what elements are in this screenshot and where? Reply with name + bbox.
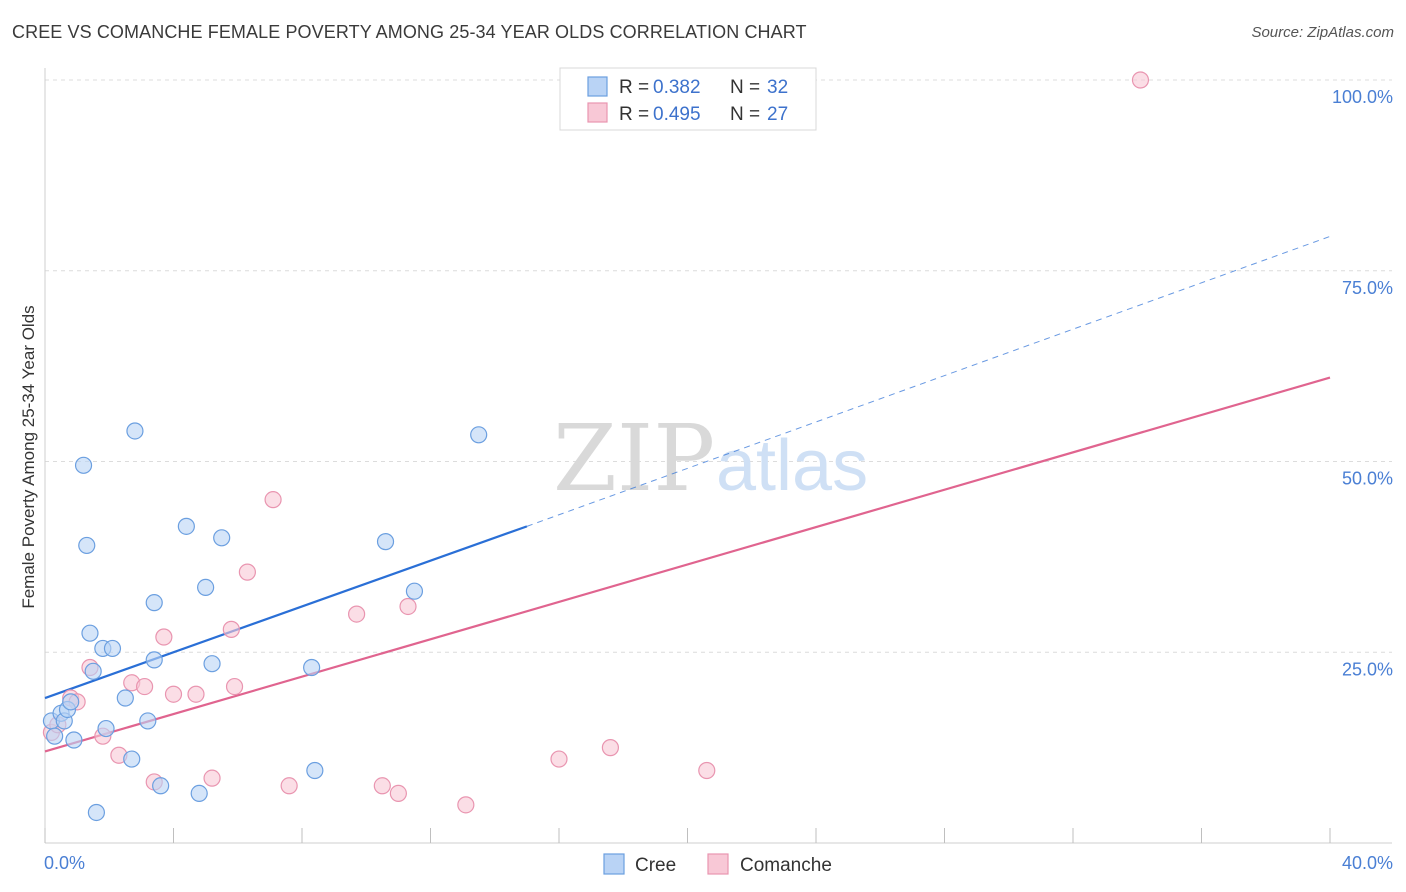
point-cree-15 [116,689,134,707]
data-points [42,71,1150,822]
point-comanche-12 [187,685,205,703]
bottom-legend-label-cree: Cree [635,855,676,876]
point-cree-26 [213,529,231,547]
y-tick-label-3: 25.0% [1342,659,1393,679]
legend-r-label-comanche: R = [619,104,649,125]
watermark-zip: ZIP [553,405,715,512]
bottom-legend-swatch-comanche [707,853,729,875]
x-tick-label-1: 40.0% [1342,853,1393,873]
legend-n-label-cree: N = [730,77,760,98]
point-cree-1 [46,727,64,745]
point-cree-30 [405,582,424,600]
legend: R = 0.382 N = 32 R = 0.495 N = 27 [559,67,817,131]
legend-r-label-cree: R = [619,77,649,98]
point-comanche-11 [164,685,183,703]
point-comanche-24 [550,750,568,768]
tick-labels: 100.0% 75.0% 50.0% 25.0% 0.0% 40.0% [44,87,1393,873]
point-cree-29 [376,533,395,551]
y-tick-label-0: 100.0% [1332,87,1393,107]
point-comanche-23 [457,796,475,814]
y-tick-label-1: 75.0% [1342,278,1393,298]
y-axis-label: Female Poverty Among 25-34 Year Olds [19,305,38,608]
point-comanche-13 [203,769,221,787]
point-cree-18 [139,712,157,730]
trend-lines [44,235,1331,753]
trend-line-cree-extension [526,235,1331,527]
point-cree-22 [177,517,195,535]
point-comanche-26 [698,761,716,780]
axes [44,68,1392,844]
point-comanche-18 [280,777,298,795]
legend-n-label-comanche: N = [730,104,760,125]
point-comanche-19 [348,605,366,623]
legend-r-value-comanche: 0.495 [653,104,701,125]
point-comanche-8 [135,677,154,696]
legend-swatch-comanche [587,102,608,123]
point-comanche-15 [225,677,244,696]
bottom-legend-label-comanche: Comanche [740,855,832,876]
point-cree-8 [78,536,96,555]
bottom-legend-swatch-cree [603,853,625,875]
point-cree-20 [145,594,163,612]
legend-r-value-cree: 0.382 [653,77,701,98]
point-cree-28 [306,761,324,780]
point-cree-9 [81,624,99,642]
legend-swatch-cree [587,76,608,97]
legend-n-value-cree: 32 [767,77,788,98]
trend-line-cree [44,525,528,700]
point-comanche-22 [399,597,417,616]
point-cree-25 [203,655,221,673]
watermark-atlas: atlas [716,426,868,506]
bottom-legend: Cree Comanche [603,853,832,876]
point-cree-23 [190,784,208,803]
legend-n-value-comanche: 27 [767,104,788,125]
point-cree-27 [303,658,321,677]
point-cree-7 [74,456,93,474]
point-comanche-21 [389,784,407,803]
point-cree-31 [470,426,488,444]
point-comanche-16 [238,563,256,581]
point-cree-14 [103,639,122,658]
point-cree-21 [152,777,170,795]
y-tick-label-2: 50.0% [1342,469,1393,489]
point-cree-13 [97,719,115,738]
point-comanche-10 [155,628,173,646]
point-cree-19 [145,651,163,669]
point-cree-17 [126,422,144,440]
point-comanche-25 [601,739,620,757]
point-comanche-14 [222,620,240,638]
point-comanche-17 [264,491,282,509]
point-comanche-27 [1131,71,1150,89]
point-cree-10 [84,662,102,680]
point-cree-6 [65,731,83,749]
chart-title: CREE VS COMANCHE FEMALE POVERTY AMONG 25… [12,22,807,42]
x-tick-label-0: 0.0% [44,853,85,873]
point-cree-24 [197,578,215,596]
trend-line-comanche [44,376,1331,753]
point-cree-16 [123,750,141,768]
source-credit: Source: ZipAtlas.com [1251,24,1394,41]
point-comanche-20 [373,777,391,795]
point-cree-11 [87,803,106,822]
point-cree-5 [62,693,80,711]
